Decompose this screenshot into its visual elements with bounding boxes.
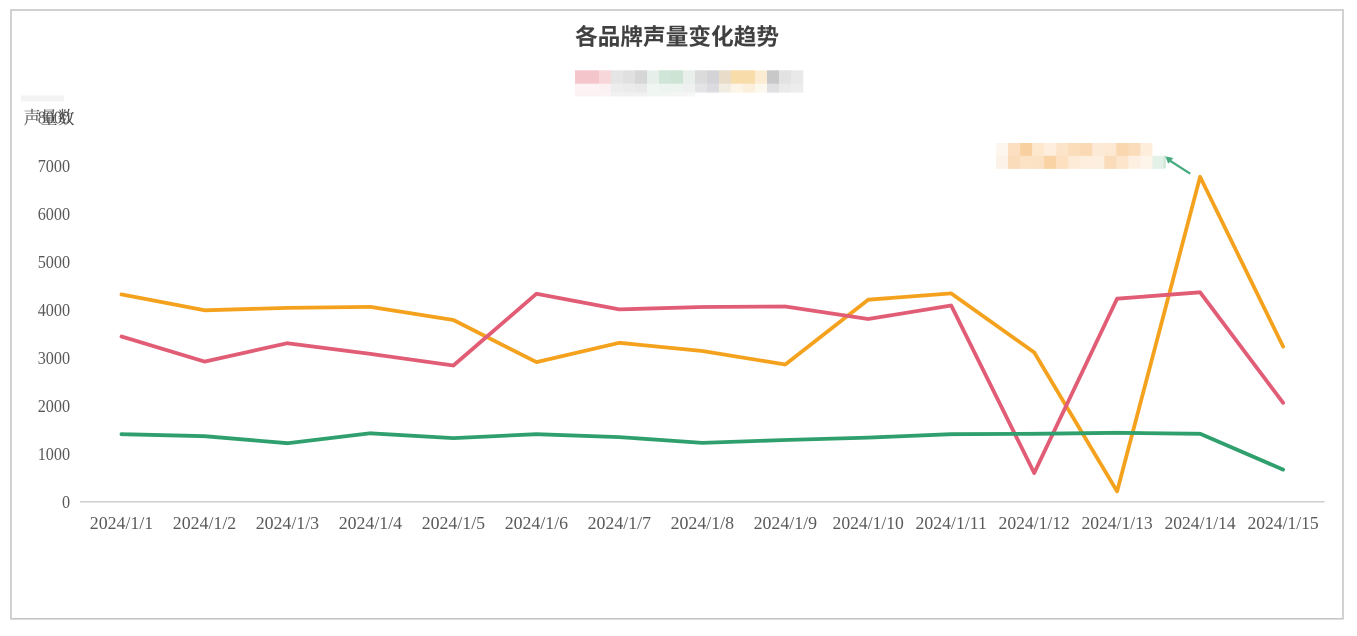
svg-text:7000: 7000 xyxy=(38,156,70,176)
svg-text:5000: 5000 xyxy=(38,252,70,272)
svg-text:2024/1/12: 2024/1/12 xyxy=(999,513,1070,533)
svg-text:2024/1/4: 2024/1/4 xyxy=(339,513,402,533)
svg-text:6000: 6000 xyxy=(38,204,70,224)
svg-text:2024/1/13: 2024/1/13 xyxy=(1081,513,1152,533)
svg-text:2000: 2000 xyxy=(38,396,70,416)
svg-text:2024/1/15: 2024/1/15 xyxy=(1247,513,1318,533)
svg-text:2024/1/2: 2024/1/2 xyxy=(173,513,236,533)
svg-text:4000: 4000 xyxy=(38,300,70,320)
svg-text:0: 0 xyxy=(62,492,70,512)
svg-text:2024/1/9: 2024/1/9 xyxy=(754,513,817,533)
svg-text:2024/1/10: 2024/1/10 xyxy=(833,513,904,533)
svg-text:2024/1/11: 2024/1/11 xyxy=(916,513,987,533)
svg-text:2024/1/1: 2024/1/1 xyxy=(90,513,153,533)
svg-text:2024/1/3: 2024/1/3 xyxy=(256,513,319,533)
svg-text:3000: 3000 xyxy=(38,348,70,368)
svg-text:2024/1/5: 2024/1/5 xyxy=(422,513,485,533)
svg-text:2024/1/6: 2024/1/6 xyxy=(505,513,568,533)
svg-text:2024/1/14: 2024/1/14 xyxy=(1164,513,1235,533)
svg-text:1000: 1000 xyxy=(38,444,70,464)
svg-text:2024/1/7: 2024/1/7 xyxy=(588,513,651,533)
svg-text:2024/1/8: 2024/1/8 xyxy=(671,513,734,533)
